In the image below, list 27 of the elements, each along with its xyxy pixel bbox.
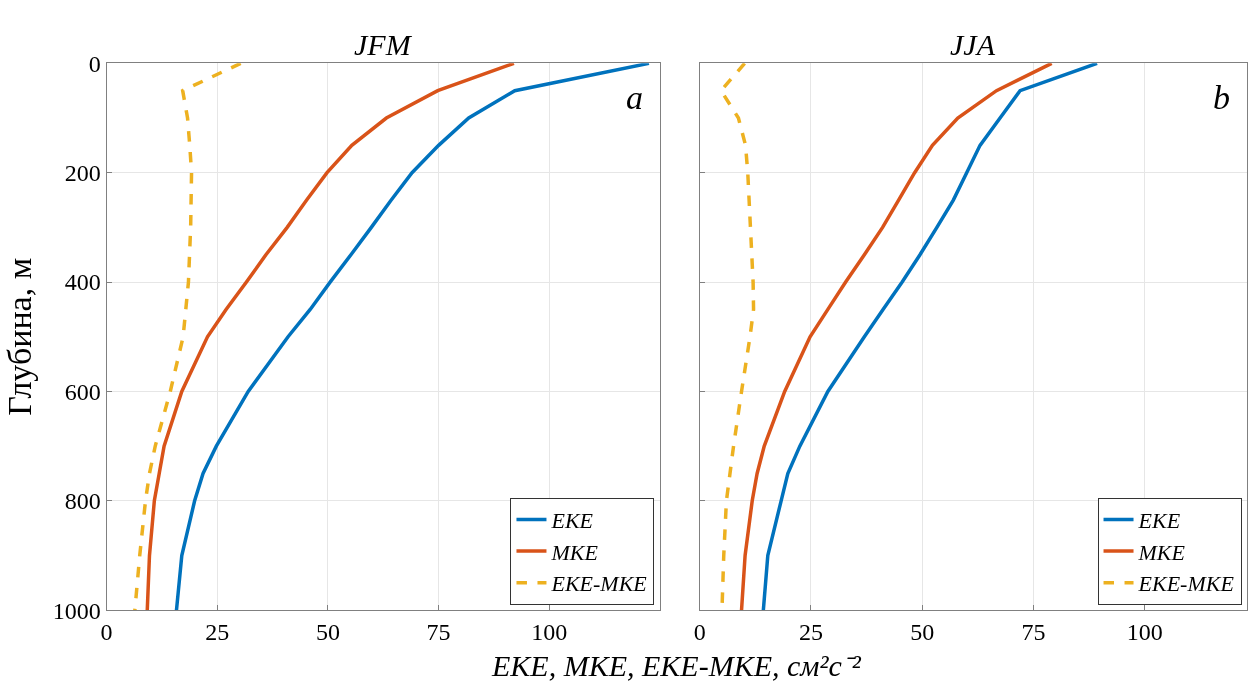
legend-label: EKE-MKE	[1137, 571, 1235, 597]
legend-label: EKE-MKE	[550, 571, 648, 597]
y-axis-title: Глубина, м	[1, 257, 39, 416]
x-tick-label: 100	[531, 618, 568, 645]
x-tick-label: 0	[693, 618, 706, 645]
chart-title: JJA	[950, 28, 996, 61]
x-tick-label: 100	[1126, 618, 1163, 645]
chart-title: JFM	[354, 28, 413, 61]
x-tick-label: 25	[205, 618, 230, 645]
y-tick-label: 0	[88, 50, 101, 77]
y-tick-label: 400	[64, 269, 101, 296]
x-tick-label: 50	[910, 618, 935, 645]
x-tick-label: 25	[798, 618, 823, 645]
legend-label: MKE	[1137, 539, 1186, 565]
annotation: b	[1213, 79, 1230, 116]
legend-label: EKE	[1137, 508, 1181, 534]
y-tick-label: 600	[64, 378, 101, 405]
annotation: a	[626, 79, 643, 116]
y-tick-label: 200	[64, 160, 101, 187]
legend-label: EKE	[550, 508, 594, 534]
y-tick-label: 1000	[52, 597, 101, 624]
x-tick-label: 50	[315, 618, 340, 645]
legend-label: MKE	[550, 539, 599, 565]
x-axis-title: EKE, MKE, EKE-MKE, см²с⁻²	[491, 649, 862, 682]
x-tick-label: 75	[1021, 618, 1046, 645]
x-tick-label: 75	[426, 618, 451, 645]
y-tick-label: 800	[64, 488, 101, 515]
